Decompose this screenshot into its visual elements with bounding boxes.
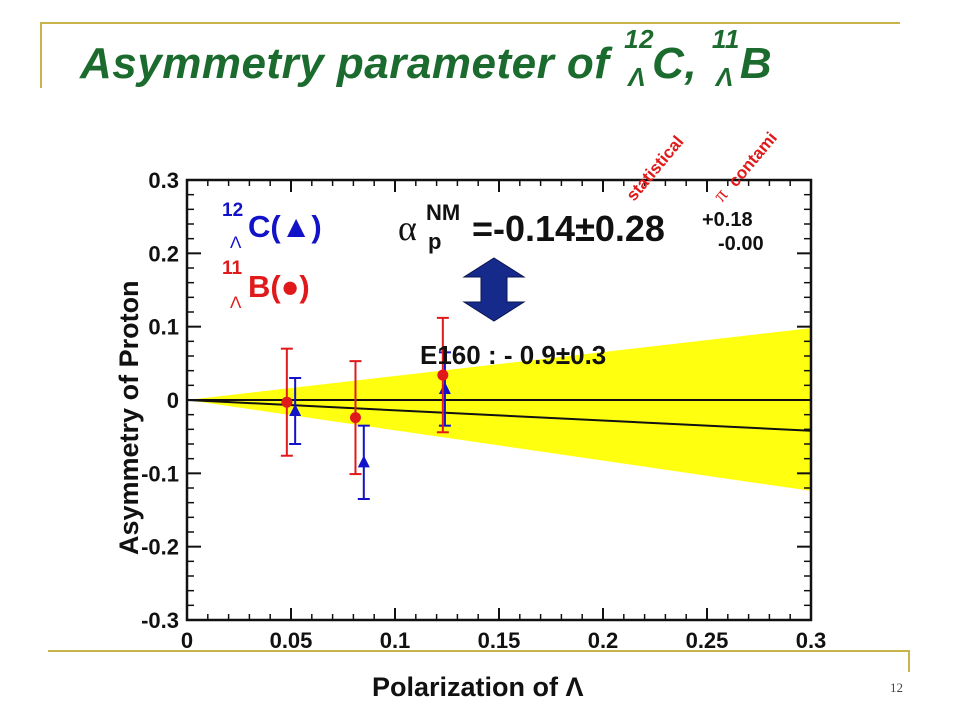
y-tick-label: -0.2 [141, 535, 179, 560]
legend-b-lambda: Λ [230, 293, 242, 312]
data-point-circle [281, 396, 293, 408]
data-series [280, 316, 451, 500]
data-point-triangle [289, 404, 302, 416]
title-b-lambda: Λ [715, 62, 734, 92]
y-tick-label: -0.3 [141, 608, 179, 633]
legend: 12 Λ C(▲) 11 Λ B(●) [222, 200, 322, 312]
title-c-lambda: Λ [628, 62, 647, 92]
title-c-mass: 12 [624, 24, 655, 54]
data-point-circle [349, 412, 361, 424]
y-tick-label: 0.1 [148, 315, 179, 340]
x-tick-label: 0.2 [588, 628, 619, 653]
y-axis-title: Asymmetry of Proton [114, 280, 144, 555]
title-c-symbol: C, [652, 39, 710, 88]
slide-number: 12 [890, 680, 903, 695]
double-arrow-icon [462, 257, 526, 322]
x-tick-label: 0.25 [686, 628, 729, 653]
legend-c-label: C(▲) [248, 209, 322, 244]
legend-c-mass: 12 [222, 200, 243, 221]
alpha-superscript: NM [426, 200, 460, 225]
title-b-mass: 11 [711, 24, 740, 54]
y-tick-labels: 0.3 0.2 0.1 0 -0.1 -0.2 -0.3 [141, 168, 179, 633]
title-nucleus-c: 12 Λ [622, 24, 653, 92]
title-prefix: Asymmetry parameter of [80, 39, 623, 88]
data-point-triangle [357, 455, 370, 468]
sys-minus: -0.00 [718, 233, 764, 255]
y-tick-label: 0 [167, 388, 179, 413]
y-tick-label: 0.3 [148, 168, 179, 193]
sys-plus: +0.18 [702, 209, 753, 231]
title-b-symbol: B [739, 39, 773, 88]
legend-b-label: B(●) [248, 269, 310, 304]
x-axis-title: Polarization of Λ [372, 672, 584, 702]
title-nucleus-b: 11 Λ [710, 24, 740, 92]
decor-line-bottom-right [908, 650, 910, 672]
x-tick-label: 0.3 [796, 628, 827, 653]
decor-line-left [40, 22, 42, 88]
x-tick-label: 0.15 [478, 628, 521, 653]
decor-line-bottom [48, 650, 910, 652]
result-value: =-0.14±0.28 [472, 208, 665, 249]
y-tick-label: -0.1 [141, 461, 179, 486]
x-tick-labels: 0 0.05 0.1 0.15 0.2 0.25 0.3 [181, 628, 826, 653]
x-tick-label: 0.05 [270, 628, 313, 653]
alpha-symbol: α [398, 208, 417, 248]
alpha-subscript: p [428, 229, 441, 254]
series-circle [280, 316, 449, 476]
x-tick-label: 0 [181, 628, 193, 653]
x-tick-label: 0.1 [380, 628, 411, 653]
legend-c-lambda: Λ [230, 233, 242, 252]
comparison-label: E160 : - 0.9±0.3 [420, 340, 606, 370]
data-point-circle [437, 369, 449, 381]
decor-line-top [40, 22, 900, 24]
y-tick-label: 0.2 [148, 241, 179, 266]
uncertainty-band [187, 328, 811, 491]
legend-b-mass: 11 [222, 258, 243, 279]
slide-title: Asymmetry parameter of 12 Λ C, 11 Λ B [80, 24, 773, 92]
axis-ticks [186, 179, 812, 621]
